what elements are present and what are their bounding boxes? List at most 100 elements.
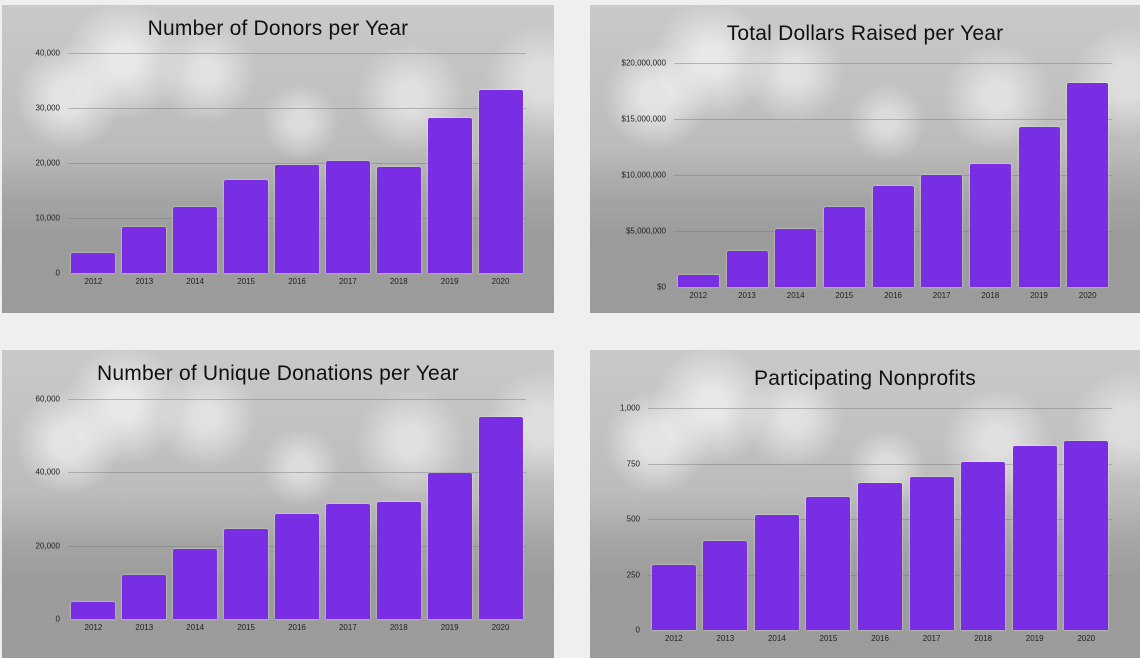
gridline: [68, 53, 526, 54]
bar-2013: [122, 226, 167, 273]
bar-2016: [858, 483, 902, 630]
x-axis-tick-label: 2020: [1078, 291, 1097, 300]
bar-2013: [703, 540, 748, 630]
bar-2020: [478, 416, 523, 619]
bar-2013: [726, 251, 768, 287]
y-axis-tick-label: $15,000,000: [621, 114, 667, 124]
bar-2014: [775, 228, 817, 287]
y-axis-tick-label: $10,000,000: [621, 170, 667, 180]
x-axis-tick-label: 2016: [871, 634, 889, 643]
y-axis-tick-label: 750: [626, 459, 640, 468]
x-axis-tick-label: 2018: [389, 277, 408, 286]
x-axis-tick-label: 2019: [1025, 634, 1044, 643]
bar-2012: [71, 253, 116, 273]
bar-2015: [224, 179, 269, 273]
y-axis-tick-label: 40,000: [35, 48, 60, 58]
x-axis-tick-label: 2013: [716, 634, 735, 643]
chart-panel-dollars: Total Dollars Raised per Year $0 $5,000,0…: [590, 5, 1140, 313]
y-axis-tick-label: 30,000: [35, 103, 60, 113]
bar-2019: [1018, 126, 1060, 287]
chart-title: Number of Donors per Year: [147, 17, 409, 40]
chart-panel-nonprofits: Participating Nonprofits 0 250 500 750 1,000…: [590, 350, 1140, 658]
x-axis-tick-label: 2012: [84, 623, 103, 632]
x-axis-tick-label: 2016: [884, 291, 902, 300]
bar-2014: [754, 515, 799, 630]
y-axis-tick-label: $20,000,000: [621, 58, 667, 68]
chart-panel-donations: Number of Unique Donations per Year 0 20,…: [2, 350, 554, 658]
x-axis-tick-label: 2017: [338, 623, 357, 632]
chart-title: Participating Nonprofits: [754, 367, 976, 390]
y-axis-tick-label: 0: [55, 268, 60, 278]
bar-2015: [224, 529, 269, 619]
x-axis-tick-label: 2012: [689, 291, 708, 300]
x-axis-tick-label: 2020: [491, 623, 510, 632]
bar-2018: [376, 166, 421, 273]
chart-title: Total Dollars Raised per Year: [726, 22, 1004, 45]
x-axis-tick-label: 2019: [440, 277, 459, 286]
bar-2016: [275, 165, 319, 273]
x-axis-tick-label: 2020: [1077, 634, 1096, 643]
y-axis-tick-label: 40,000: [35, 467, 60, 477]
bar-2019: [1012, 445, 1057, 630]
gridline: [648, 463, 1112, 465]
x-axis-tick-label: 2014: [786, 291, 805, 300]
y-axis-tick-label: 60,000: [35, 394, 60, 404]
y-axis-tick-label: 500: [626, 514, 640, 524]
y-axis-tick-label: 20,000: [35, 158, 60, 168]
gridline: [68, 163, 526, 164]
bar-2012: [651, 564, 696, 630]
x-axis-tick-label: 2014: [186, 277, 205, 286]
x-axis-tick-label: 2019: [1030, 291, 1048, 300]
gridline: [68, 108, 526, 109]
x-axis-tick-label: 2019: [440, 623, 459, 632]
bar-2019: [427, 118, 472, 273]
x-axis-tick-label: 2015: [835, 291, 854, 300]
x-axis-tick-label: 2014: [767, 634, 786, 643]
y-axis-tick-label: 1,000: [619, 403, 640, 413]
plot-area: 0 250 500 750 1,000 2012 2013 2014 2015 2016 2017 2…: [620, 404, 1112, 643]
x-axis-tick-label: 2014: [186, 623, 205, 632]
x-axis-tick-label: 2018: [981, 291, 1000, 300]
y-axis-tick-label: 10,000: [35, 213, 60, 223]
gridline: [68, 399, 526, 400]
x-axis-tick-label: 2015: [819, 634, 838, 643]
bar-2016: [872, 186, 914, 287]
chart-panel-donors: Number of Donors per Year 0 10,000 20,000 3…: [2, 5, 554, 313]
bar-2018: [376, 501, 421, 619]
y-axis-tick-label: 20,000: [35, 541, 60, 551]
bar-2012: [677, 274, 719, 287]
x-axis-tick-label: 2017: [922, 634, 941, 643]
y-axis-tick-label: 250: [626, 570, 640, 579]
bar-2017: [921, 175, 963, 287]
bar-2014: [173, 207, 218, 273]
x-axis-tick-label: 2017: [932, 291, 951, 300]
x-axis-tick-label: 2012: [84, 277, 103, 286]
x-axis-tick-label: 2013: [135, 277, 154, 286]
bar-2018: [969, 163, 1011, 287]
bar-2016: [275, 514, 319, 619]
bar-2012: [71, 601, 116, 619]
x-axis-tick-label: 2012: [664, 634, 683, 643]
bar-2018: [961, 462, 1006, 630]
plot-area: $0 $5,000,000 $10,000,000 $15,000,000 $20,00…: [622, 59, 1112, 300]
bar-2015: [806, 496, 851, 630]
bar-2014: [173, 548, 218, 619]
bar-2015: [823, 207, 865, 287]
gridline: [68, 472, 526, 474]
y-axis-tick-label: 0: [55, 614, 60, 624]
bar-2013: [122, 575, 167, 619]
bar-2017: [325, 161, 370, 273]
chart-title: Number of Unique Donations per Year: [97, 362, 459, 385]
x-axis-tick-label: 2016: [288, 623, 306, 632]
y-axis-tick-label: $5,000,000: [625, 226, 666, 236]
bar-2020: [1064, 440, 1109, 630]
gridline: [674, 175, 1112, 176]
x-axis-tick-label: 2017: [338, 277, 357, 286]
x-axis-tick-label: 2015: [237, 623, 255, 632]
y-axis-tick-label: $0: [657, 282, 666, 292]
x-axis-tick-label: 2020: [491, 277, 510, 286]
gridline: [674, 119, 1112, 120]
bar-2019: [427, 473, 472, 619]
x-axis-tick-label: 2018: [389, 623, 408, 632]
x-axis-tick-label: 2013: [738, 291, 756, 300]
